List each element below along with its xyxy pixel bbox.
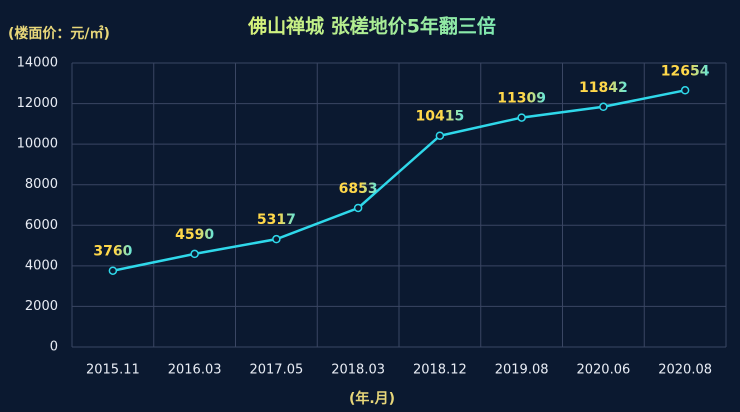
y-tick-label: 0 <box>50 340 58 355</box>
marker <box>272 234 281 244</box>
value-label: 5317 <box>257 212 296 228</box>
marker <box>680 86 690 95</box>
y-axis-label: (楼面价：元/㎡) <box>8 25 110 42</box>
x-tick-label: 2017.05 <box>249 363 303 378</box>
value-label: 6853 <box>339 181 378 197</box>
value-label: 12654 <box>661 63 710 79</box>
x-tick-label: 2016.03 <box>168 363 222 378</box>
x-tick-label: 2020.06 <box>576 363 630 378</box>
x-tick-label: 2015.11 <box>86 363 140 378</box>
y-tick-label: 4000 <box>25 258 58 273</box>
y-tick-label: 6000 <box>25 218 58 233</box>
value-label: 11309 <box>497 91 546 107</box>
value-label: 10415 <box>416 109 465 125</box>
marker <box>353 203 363 213</box>
y-tick-label: 12000 <box>17 96 58 111</box>
chart-title: 佛山禅城 张槎地价5年翻三倍 <box>247 15 496 38</box>
x-tick-label: 2018.12 <box>413 363 467 378</box>
value-label: 11842 <box>579 80 628 96</box>
y-tick-label: 14000 <box>17 56 58 71</box>
x-tick-label: 2018.03 <box>331 363 385 378</box>
marker <box>190 249 199 259</box>
x-axis-label: (年.月) <box>349 390 395 407</box>
y-tick-label: 2000 <box>25 299 58 314</box>
x-tick-label: 2019.08 <box>495 363 549 378</box>
value-label: 3760 <box>93 244 132 260</box>
y-tick-label: 8000 <box>25 177 58 192</box>
marker <box>599 102 608 112</box>
marker <box>517 113 526 122</box>
line <box>112 89 686 272</box>
marker <box>108 266 118 275</box>
x-tick-label: 2020.08 <box>658 363 712 378</box>
marker <box>435 131 445 140</box>
y-tick-label: 10000 <box>17 137 58 152</box>
value-label: 4590 <box>175 227 214 243</box>
